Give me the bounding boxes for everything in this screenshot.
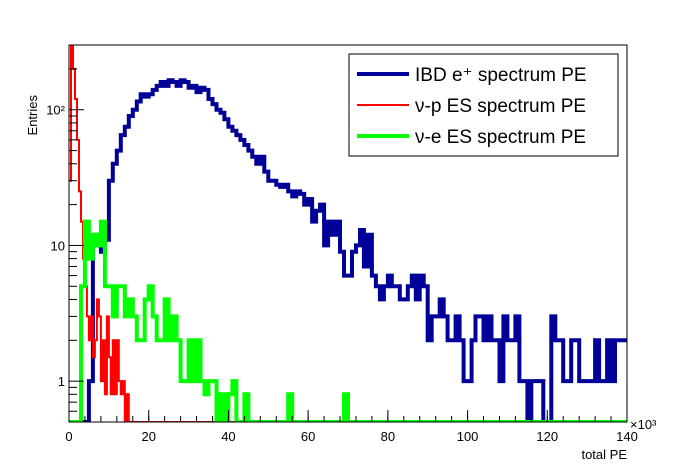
x-axis-multiplier: ×10³ — [630, 417, 657, 432]
x-tick-label: 60 — [301, 429, 315, 444]
legend-label-3: ν-e ES spectrum PE — [415, 127, 586, 148]
y-tick-label: 10² — [46, 103, 65, 118]
y-tick-label: 10 — [51, 238, 65, 253]
x-tick-label: 100 — [457, 429, 479, 444]
axes: 0 20 40 60 80 100 120 140 1 10 10² — [46, 44, 638, 444]
x-tick-label: 20 — [141, 429, 155, 444]
plot-area — [69, 45, 627, 422]
x-tick-label: 80 — [381, 429, 395, 444]
x-tick-label: 0 — [65, 429, 72, 444]
x-tick-label: 120 — [536, 429, 558, 444]
series-line-3 — [69, 219, 627, 422]
y-axis-title: Entries — [25, 95, 40, 136]
x-tick-label: 40 — [221, 429, 235, 444]
legend-label-2: ν-p ES spectrum PE — [415, 96, 586, 117]
plot-frame — [68, 44, 628, 423]
x-axis-title: total PE — [581, 447, 627, 462]
legend-label-1: IBD e⁺ spectrum PE — [415, 65, 587, 86]
series-line-2 — [69, 45, 627, 422]
y-tick-label: 1 — [58, 374, 65, 389]
legend: IBD e⁺ spectrum PE ν-p ES spectrum PE ν-e … — [348, 53, 619, 157]
x-tick-label: 140 — [616, 429, 638, 444]
series-line-1 — [69, 78, 627, 422]
